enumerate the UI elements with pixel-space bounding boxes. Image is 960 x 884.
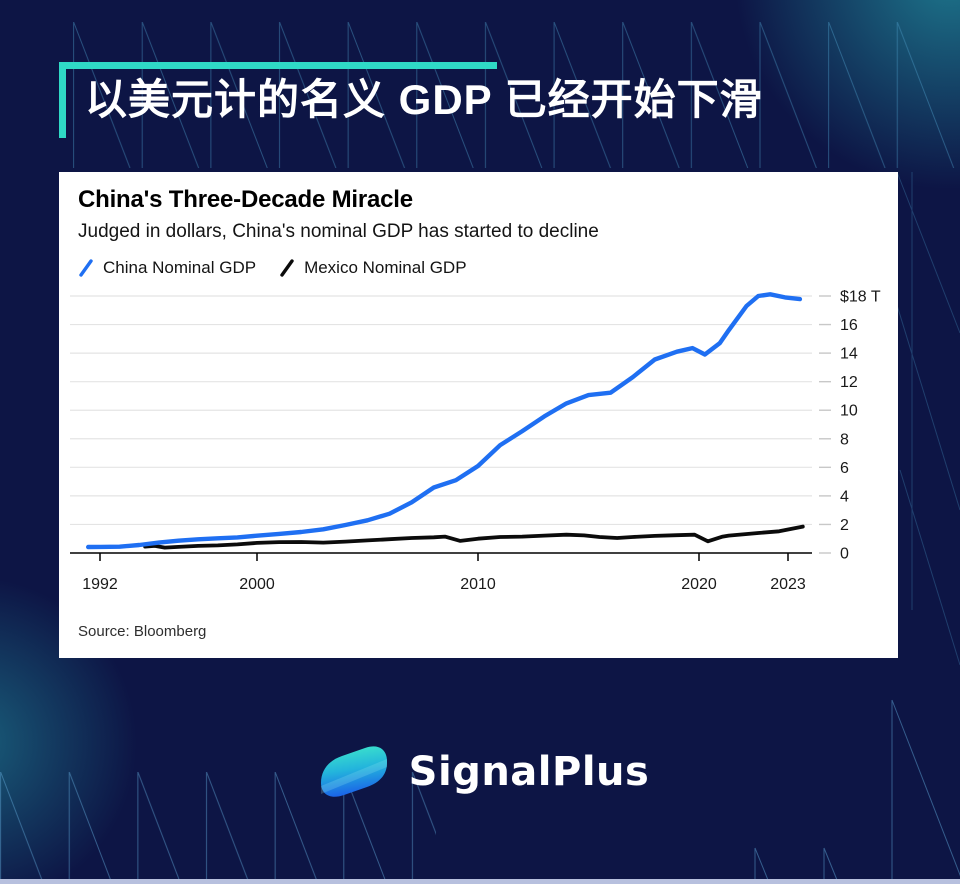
title-bracket-top <box>59 62 497 69</box>
chart-source: Source: Bloomberg <box>78 623 207 640</box>
y-tick-label: 16 <box>840 317 858 334</box>
legend-item-china: China Nominal GDP <box>77 258 256 278</box>
mexico-nominal-gdp-line <box>143 524 805 550</box>
chart-card: $18 T 16 14 12 10 8 6 4 2 0 1992 2000 2010 2020 2023 C… <box>59 172 898 658</box>
y-tick-label: 8 <box>840 431 849 448</box>
y-tick-label: 14 <box>840 346 858 363</box>
legend-item-mexico: Mexico Nominal GDP <box>278 258 467 278</box>
mexico-slash-icon <box>280 259 294 277</box>
brand-name: SignalPlus <box>408 749 650 795</box>
gdp-line-chart: $18 T 16 14 12 10 8 6 4 2 0 1992 2000 2010 2020 2023 <box>70 289 881 593</box>
y-tick-label: 10 <box>840 403 858 420</box>
x-tick-label: 2010 <box>460 576 496 593</box>
chart-title: China's Three-Decade Miracle <box>78 186 413 213</box>
title-bracket-left <box>59 62 66 138</box>
x-tick-label: 1992 <box>82 576 118 593</box>
chart-legend: China Nominal GDP Mexico Nominal GDP <box>77 257 489 279</box>
china-nominal-gdp-line <box>86 292 803 550</box>
legend-label-china: China Nominal GDP <box>103 258 257 277</box>
chart-subtitle: Judged in dollars, China's nominal GDP h… <box>78 221 599 242</box>
china-slash-icon <box>79 259 93 277</box>
x-tick-label: 2020 <box>681 576 717 593</box>
y-tick-label: 4 <box>840 488 849 505</box>
y-tick-label: 12 <box>840 374 858 391</box>
y-tick-label: $18 T <box>840 289 881 306</box>
y-tick-label: 0 <box>840 546 849 563</box>
y-tick-label: 6 <box>840 460 849 477</box>
brand-logo: SignalPlus <box>0 738 960 806</box>
x-tick-label: 2023 <box>770 576 806 593</box>
y-tick-label: 2 <box>840 517 849 534</box>
page-title: 以美元计的名义 GDP 已经开始下滑 <box>85 76 763 123</box>
signalplus-logo-icon <box>320 746 387 797</box>
x-tick-label: 2000 <box>239 576 275 593</box>
legend-label-mexico: Mexico Nominal GDP <box>304 258 467 277</box>
bottom-accent-bar <box>0 879 960 884</box>
